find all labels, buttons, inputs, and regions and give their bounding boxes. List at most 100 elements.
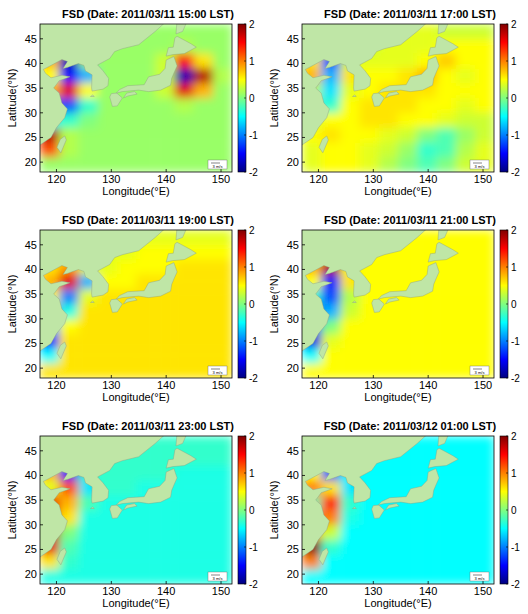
panel: 120130140150202530354045FSD (Date: 2011/…: [6, 214, 258, 403]
heat-cell: [213, 525, 232, 540]
heat-cell: [360, 128, 380, 143]
heat-cell: [136, 54, 156, 69]
heat-cell: [360, 363, 380, 378]
heat-cell: [456, 289, 476, 304]
y-tick-label: 20: [287, 568, 299, 580]
heat-cell: [136, 466, 156, 481]
y-label: Latitude(°N): [6, 275, 18, 334]
heat-cell: [417, 540, 437, 555]
heat-cell: [379, 480, 399, 495]
heat-cell: [340, 304, 360, 319]
heat-cell: [213, 68, 232, 83]
land: [40, 436, 196, 565]
heat-cell: [417, 554, 437, 569]
colorbar-tick: [506, 510, 508, 511]
heat-cell: [194, 319, 214, 334]
heat-cell: [417, 98, 437, 113]
colorbar-tick: [506, 230, 508, 231]
heat-cell: [40, 142, 60, 157]
heat-cell: [321, 363, 341, 378]
x-tick-label: 120: [47, 173, 65, 185]
colorbar-tick-label: -2: [511, 373, 520, 384]
x-tick: [373, 375, 374, 378]
plot-area: [40, 230, 232, 378]
y-tick: [40, 112, 43, 113]
heat-cell: [117, 113, 137, 128]
colorbar-tick-label: 1: [249, 468, 255, 479]
heat-cell: [436, 334, 456, 349]
heat-cell: [475, 540, 494, 555]
heat-cell: [340, 142, 360, 157]
colorbar-tick-label: 1: [249, 56, 255, 67]
x-tick-label: 130: [364, 173, 382, 185]
x-tick-label: 140: [419, 379, 437, 391]
x-label: Longitude(°E): [102, 391, 169, 403]
title: FSD (Date: 2011/03/11 15:00 LST): [62, 8, 234, 20]
heat-cell: [136, 569, 156, 584]
heat-cell: [136, 363, 156, 378]
y-tick: [302, 294, 305, 295]
colorbar-tick: [244, 135, 246, 136]
heat-cell: [117, 540, 137, 555]
heat-cell: [379, 466, 399, 481]
heat-cell: [194, 230, 214, 245]
colorbar-tick-label: -2: [249, 167, 258, 178]
landmass: [110, 299, 123, 312]
heat-cell: [174, 319, 194, 334]
y-tick-label: 20: [287, 362, 299, 374]
heat-cell: [436, 319, 456, 334]
heat-cell: [194, 540, 214, 555]
heat-cell: [78, 319, 98, 334]
title: FSD (Date: 2011/03/11 23:00 LST): [62, 420, 234, 432]
heat-cell: [117, 348, 137, 363]
heat-cell: [155, 525, 175, 540]
heat-cell: [360, 319, 380, 334]
heat-cell: [379, 319, 399, 334]
heat-cell: [194, 24, 214, 39]
y-tick: [302, 368, 305, 369]
colorbar-tick-label: -2: [511, 579, 520, 590]
heat-cell: [213, 39, 232, 54]
heat-cell: [78, 334, 98, 349]
heat-cell: [174, 304, 194, 319]
frame: [302, 436, 494, 584]
x-tick-label: 140: [157, 585, 175, 597]
heat-cell: [213, 510, 232, 525]
heat-cell: [213, 554, 232, 569]
heat-cell: [78, 128, 98, 143]
heat-cell: [398, 113, 418, 128]
colorbar-tick: [244, 24, 246, 25]
heat-cell: [213, 495, 232, 510]
heat-cell: [321, 289, 341, 304]
heat-cell: [155, 128, 175, 143]
y-tick: [302, 475, 305, 476]
x-tick: [318, 375, 319, 378]
colorbar-tick: [506, 584, 508, 585]
heat-cell: [213, 274, 232, 289]
y-tick-label: 30: [287, 107, 299, 119]
landmass: [166, 448, 196, 468]
land: [40, 24, 196, 153]
landmass: [372, 505, 385, 518]
heat-cell: [456, 54, 476, 69]
x-tick: [318, 169, 319, 172]
heat-cell: [398, 319, 418, 334]
heat-cell: [340, 128, 360, 143]
title: FSD (Date: 2011/03/11 21:00 LST): [324, 214, 496, 226]
heat-cell: [117, 68, 137, 83]
heat-cell: [213, 142, 232, 157]
heat-cell: [174, 540, 194, 555]
heat-cell: [155, 569, 175, 584]
heat-cell: [475, 304, 494, 319]
heat-cell: [40, 363, 60, 378]
heat-cell: [213, 113, 232, 128]
y-tick-label: 35: [25, 288, 37, 300]
y-label: Latitude(°N): [268, 481, 280, 540]
heat-cell: [475, 436, 494, 451]
plot-area: [302, 24, 494, 172]
landmass: [166, 242, 196, 262]
heat-cell: [174, 260, 194, 275]
landmass: [166, 36, 196, 56]
heat-cell: [398, 157, 418, 172]
scale-label: 3 m/s: [475, 576, 485, 581]
